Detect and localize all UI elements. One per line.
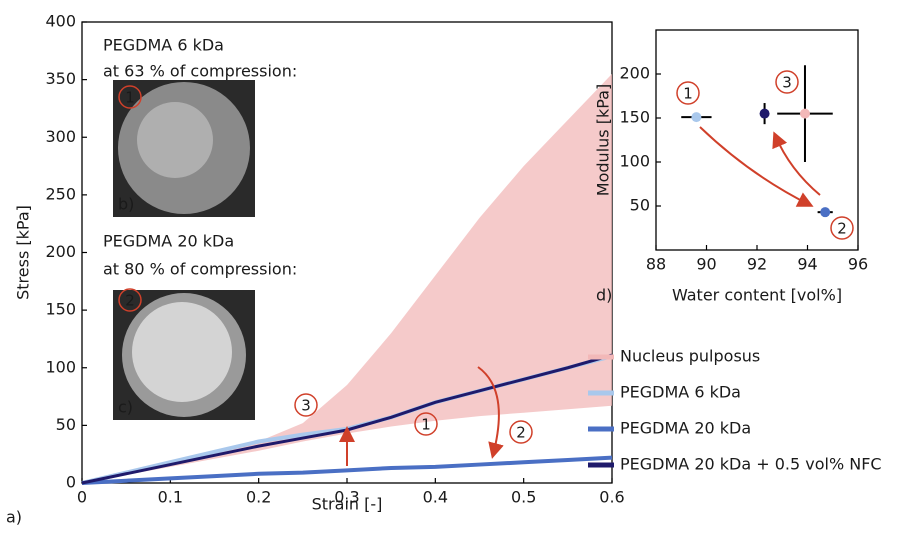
legend-label: Nucleus pulposus <box>620 347 760 366</box>
x-tick-label: 0.6 <box>599 488 624 507</box>
annotation-circle <box>509 420 533 444</box>
x-axis-label: Water content [vol%] <box>672 286 842 305</box>
annotation: 2 <box>125 292 135 310</box>
y-tick-label: 400 <box>45 12 76 31</box>
annotation: PEGDMA 6 kDa <box>103 36 224 55</box>
annotation-circle <box>118 288 142 312</box>
y-tick-label: 200 <box>619 64 650 83</box>
y-tick-label: 250 <box>45 184 76 203</box>
legend-label: PEGDMA 20 kDa <box>620 419 751 438</box>
annotation: 1 <box>683 85 693 103</box>
y-tick-label: 200 <box>45 242 76 261</box>
annotation-circle <box>775 70 799 94</box>
x-tick-label: 0.4 <box>423 488 448 507</box>
legend-label: PEGDMA 20 kDa + 0.5 vol% NFC <box>620 455 882 474</box>
data-point <box>820 207 831 218</box>
y-axis-label: Stress [kPa] <box>14 205 33 300</box>
x-tick-label: 90 <box>696 255 716 274</box>
annotation: at 63 % of compression: <box>103 62 297 81</box>
y-tick-label: 100 <box>45 357 76 376</box>
annotation-circle <box>294 393 318 417</box>
x-tick-label: 0.5 <box>511 488 536 507</box>
plot-frame <box>655 29 859 251</box>
annotation: PEGDMA 20 kDa <box>103 232 234 251</box>
annotation-circle <box>830 216 854 240</box>
y-tick-label: 50 <box>630 196 650 215</box>
series-line <box>81 455 613 485</box>
annotation: d) <box>596 286 612 305</box>
x-axis-label: Strain [-] <box>312 495 383 514</box>
data-point <box>799 108 810 119</box>
data-point <box>759 108 770 119</box>
arrows <box>339 126 821 466</box>
x-tick-label: 0.2 <box>246 488 271 507</box>
annotation: 2 <box>516 424 526 442</box>
x-tick-label: 94 <box>797 255 817 274</box>
annotation: a) <box>6 508 22 527</box>
annotation-circle <box>414 412 438 436</box>
annotation: 3 <box>782 74 792 92</box>
data-point <box>691 112 702 123</box>
y-tick-label: 50 <box>56 415 76 434</box>
annotation: 3 <box>301 397 311 415</box>
annotation: 1 <box>125 89 135 107</box>
x-tick-label: 0.3 <box>334 488 359 507</box>
y-tick-label: 100 <box>619 152 650 171</box>
x-tick-label: 0 <box>77 488 87 507</box>
photo-c <box>113 290 255 420</box>
band-area <box>82 73 612 484</box>
x-tick-label: 96 <box>848 255 868 274</box>
annotation: at 80 % of compression: <box>103 260 297 279</box>
annotation-circle <box>118 85 142 109</box>
y-tick-label: 300 <box>45 127 76 146</box>
legend-label: PEGDMA 6 kDa <box>620 383 741 402</box>
annotation: b) <box>118 195 134 214</box>
annotation: 1 <box>421 416 431 434</box>
annotation: 2 <box>837 220 847 238</box>
x-tick-label: 0.1 <box>158 488 183 507</box>
text-layer: 0 0.1 0.2 0.3 0.4 0.5 0.6050100150200250300350… <box>6 12 882 527</box>
x-tick-label: 88 <box>646 255 666 274</box>
y-tick-label: 0 <box>66 473 76 492</box>
y-axis-label: Modulus [kPa] <box>594 84 613 196</box>
annotation: c) <box>118 398 133 417</box>
x-tick-label: 92 <box>747 255 767 274</box>
y-tick-label: 150 <box>45 300 76 319</box>
annotation-circle <box>676 81 700 105</box>
y-tick-label: 150 <box>619 108 650 127</box>
y-tick-label: 350 <box>45 69 76 88</box>
photo-b <box>113 80 255 217</box>
